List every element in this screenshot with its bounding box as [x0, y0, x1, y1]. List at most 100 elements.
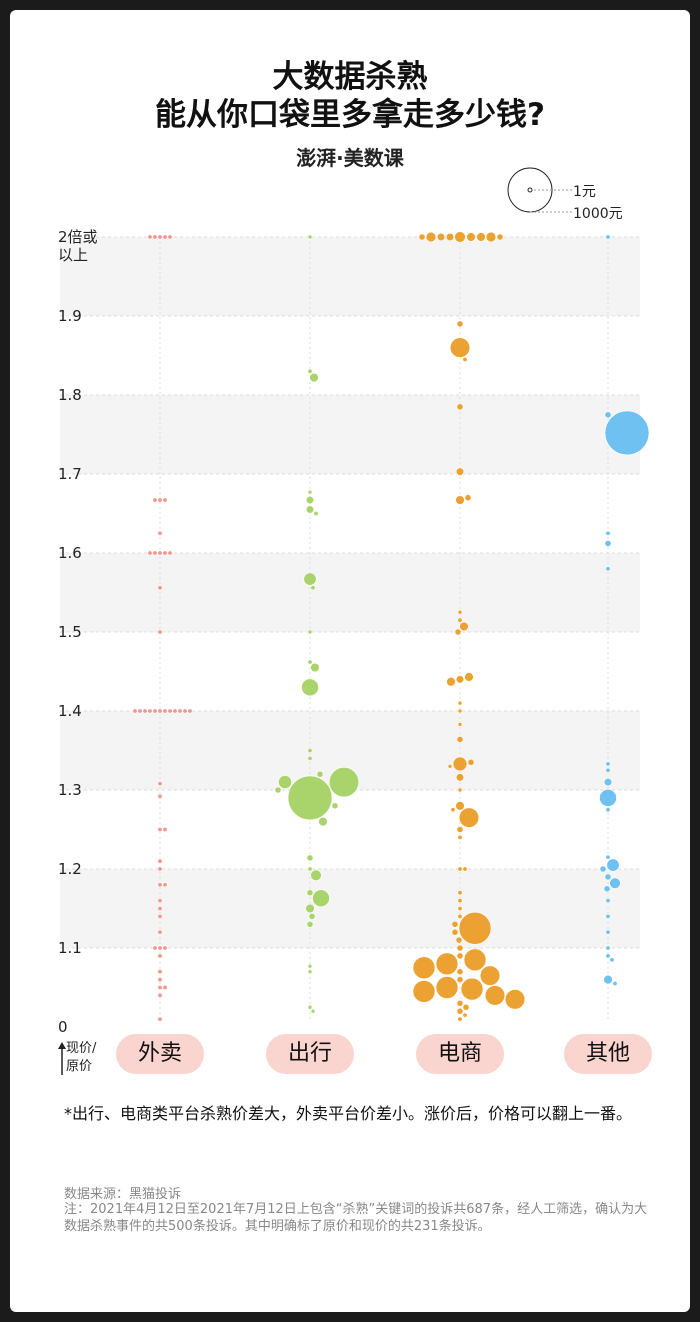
- bubble: [457, 609, 463, 615]
- y-tick-label: 1.8: [58, 386, 82, 404]
- bubble: [147, 234, 153, 240]
- bubble: [307, 489, 313, 495]
- bubble: [309, 372, 319, 383]
- bubble: [412, 980, 436, 1003]
- bubble: [305, 505, 315, 514]
- bubble: [162, 497, 168, 503]
- bubble: [455, 467, 465, 476]
- bubble: [172, 708, 178, 714]
- bubble: [307, 963, 313, 969]
- bubble: [463, 948, 487, 972]
- bubble: [278, 775, 292, 789]
- size-legend-circle: [527, 187, 533, 193]
- bubble: [603, 777, 613, 787]
- bubble: [157, 858, 163, 864]
- bubble: [457, 787, 463, 793]
- bubble: [162, 882, 168, 888]
- bubble: [455, 936, 463, 944]
- bubble: [476, 232, 486, 242]
- bubble: [605, 953, 611, 959]
- y-tick-label: 1.3: [58, 781, 82, 799]
- bubble: [456, 999, 464, 1007]
- bubble: [157, 793, 163, 799]
- bubble: [157, 234, 163, 240]
- bubble: [599, 865, 607, 873]
- y-tick-label: 1.6: [58, 544, 82, 562]
- bubble: [462, 356, 468, 362]
- bubble: [157, 585, 163, 591]
- bubble: [157, 969, 163, 975]
- bubble: [157, 497, 163, 503]
- bubble: [157, 977, 163, 983]
- category-label: 其他: [564, 1034, 652, 1074]
- bubble: [182, 708, 188, 714]
- bubble: [485, 231, 497, 243]
- bubble: [306, 920, 314, 928]
- y-tick-label: 2倍或以上: [58, 228, 98, 264]
- bubble: [167, 550, 173, 556]
- bubble: [606, 858, 620, 872]
- bubble: [457, 700, 463, 706]
- bubble: [137, 708, 143, 714]
- bubble: [464, 672, 474, 682]
- bubble: [301, 678, 319, 697]
- bubble: [147, 708, 153, 714]
- bubble: [604, 410, 650, 456]
- bubble: [609, 957, 615, 963]
- bubble: [605, 945, 611, 951]
- bubble: [308, 912, 316, 920]
- bubble: [605, 530, 611, 536]
- bubble: [460, 977, 484, 1001]
- bubble: [152, 708, 158, 714]
- y-tick-label: 0: [58, 1018, 68, 1036]
- bubble: [605, 898, 611, 904]
- bubble: [157, 913, 163, 919]
- bubble: [457, 722, 463, 727]
- bubble: [455, 773, 465, 782]
- bubble: [496, 233, 504, 241]
- bubble: [605, 854, 611, 860]
- bubble: [187, 708, 193, 714]
- bubble: [157, 708, 163, 714]
- bubble: [457, 834, 463, 840]
- size-legend-label: 1元: [573, 184, 596, 200]
- bubble: [456, 976, 464, 984]
- category-label: 电商: [416, 1034, 504, 1074]
- bubble: [462, 866, 468, 872]
- bubble: [457, 905, 463, 911]
- bubble: [605, 566, 611, 572]
- bubble: [451, 928, 459, 936]
- y-tick-label: 1.2: [58, 860, 82, 878]
- bubble: [456, 736, 464, 743]
- bubble: [457, 617, 463, 623]
- bubble: [456, 320, 464, 328]
- bubble: [605, 929, 611, 935]
- bubble: [457, 1016, 463, 1022]
- bubble: [307, 1004, 313, 1010]
- y-axis-label: 现价/原价: [66, 1041, 97, 1074]
- bubble: [450, 807, 456, 813]
- bubble: [303, 572, 317, 586]
- bubble: [599, 789, 617, 807]
- bubble: [307, 747, 313, 753]
- bubble: [307, 866, 313, 872]
- bubble: [162, 826, 168, 832]
- bubble: [307, 234, 313, 240]
- bubble: [412, 956, 436, 980]
- bubble: [162, 708, 168, 714]
- bubble: [418, 233, 426, 241]
- bubble: [456, 1007, 464, 1015]
- bubble: [457, 913, 463, 919]
- bubble: [157, 530, 163, 536]
- bubble: [451, 920, 459, 928]
- bubble: [452, 756, 468, 772]
- category-label: 外卖: [116, 1034, 204, 1074]
- bubble: [310, 869, 322, 882]
- bubble: [157, 984, 163, 990]
- bubble: [157, 1016, 163, 1022]
- bubble: [484, 985, 506, 1006]
- bubble: [435, 952, 459, 976]
- bubble: [177, 708, 183, 714]
